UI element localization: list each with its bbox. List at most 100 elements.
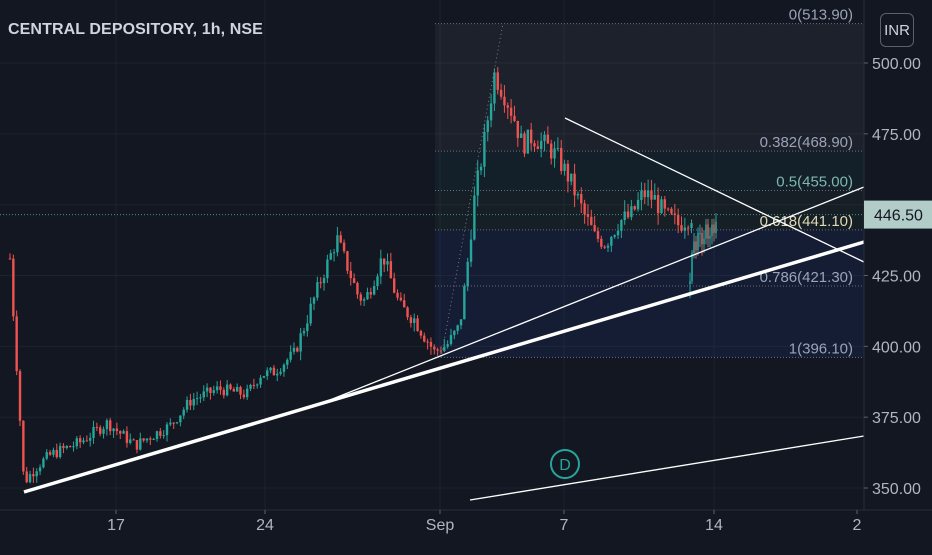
candle-body (22, 420, 25, 472)
candle-body (389, 261, 393, 279)
candle-body (82, 440, 85, 443)
candle-body (686, 227, 690, 229)
candle-body (550, 143, 553, 159)
candle-body (366, 292, 369, 300)
candle-body (656, 195, 660, 214)
candle-body (613, 235, 616, 237)
candle-body (519, 133, 523, 138)
candle-body (711, 224, 713, 236)
candle-body (516, 120, 520, 138)
candle-body (646, 190, 650, 198)
candle-body (155, 431, 159, 440)
candle-body (165, 424, 169, 436)
time-axis-background (0, 510, 932, 550)
candle-body (282, 364, 286, 372)
candle-body (650, 190, 653, 200)
candle-body (179, 415, 182, 423)
candle-body (689, 281, 691, 284)
candle-body (219, 386, 222, 390)
candle-body (586, 214, 590, 217)
symbol-title[interactable]: CENTRAL DEPOSITORY, 1h, NSE (8, 21, 263, 38)
candle-body (419, 331, 423, 336)
current-price-badge (864, 200, 932, 229)
candle-body (699, 233, 701, 234)
candle-body (25, 471, 28, 483)
price-tick-label: 425.00 (872, 269, 921, 286)
candle-body (262, 376, 266, 378)
candle-body (239, 386, 242, 395)
candle-body (643, 190, 646, 198)
fib-level-label: 0.382(468.90) (760, 134, 853, 151)
candle-body (215, 386, 219, 391)
candle-body (580, 193, 583, 204)
candle-body (406, 307, 409, 318)
candle-body (553, 148, 556, 159)
candle-body (443, 346, 446, 352)
candle-body (205, 387, 209, 392)
candle-body (466, 261, 469, 287)
candle-body (476, 170, 479, 196)
candle-body (68, 446, 72, 448)
candle-body (339, 235, 342, 243)
candle-body (493, 72, 496, 104)
secondary-support-trendline (329, 186, 865, 401)
time-tick-label: 14 (705, 517, 723, 534)
price-tick-label: 350.00 (872, 481, 921, 498)
candle-body (556, 147, 560, 149)
candle-body (225, 384, 229, 396)
resistance-trendline (564, 117, 865, 263)
candle-body (663, 199, 666, 209)
candle-body (296, 347, 299, 352)
candle-body (499, 89, 503, 97)
candle-body (232, 389, 236, 392)
candle-body (209, 387, 212, 393)
candle-body (382, 258, 386, 265)
candle-body (159, 431, 162, 436)
candle-body (109, 420, 112, 432)
candle-body (332, 252, 336, 254)
candle-body (112, 428, 115, 432)
candle-body (379, 258, 383, 277)
candle-body (376, 276, 379, 287)
fib-level-label: 0.618(441.10) (760, 213, 853, 230)
candle-body (88, 437, 92, 441)
candle-body (115, 428, 119, 432)
candle-body (386, 261, 389, 265)
candle-body (349, 270, 352, 279)
candle-body (45, 452, 48, 459)
candle-body (319, 282, 322, 284)
candle-body (292, 347, 296, 352)
candle-body (513, 115, 516, 121)
candle-body (676, 214, 680, 226)
candle-body (256, 384, 259, 386)
candle-body (701, 233, 703, 245)
candle-body (593, 225, 596, 232)
fib-zone (435, 151, 864, 191)
candle-body (606, 245, 610, 248)
candle-body (576, 193, 580, 196)
fib-zone (435, 23, 864, 152)
candle-body (99, 427, 102, 434)
candle-body (152, 439, 155, 441)
candle-body (242, 394, 246, 398)
candle-body (322, 278, 326, 284)
candle-body (693, 241, 695, 253)
candle-body (356, 282, 359, 295)
price-axis-background (864, 0, 932, 550)
candle-body (459, 319, 463, 326)
candle-body (289, 351, 292, 360)
fib-level-label: 0(513.90) (789, 7, 853, 24)
candle-body (149, 438, 152, 440)
candle-body (536, 146, 540, 149)
candle-body (199, 397, 202, 399)
candle-body (633, 206, 636, 210)
candle-body (640, 190, 643, 200)
candle-body (229, 384, 232, 390)
candle-body (426, 341, 429, 343)
candle-body (309, 303, 312, 324)
currency-badge[interactable]: INR (880, 13, 914, 47)
candle-body (660, 199, 663, 214)
candle-body (35, 471, 38, 477)
